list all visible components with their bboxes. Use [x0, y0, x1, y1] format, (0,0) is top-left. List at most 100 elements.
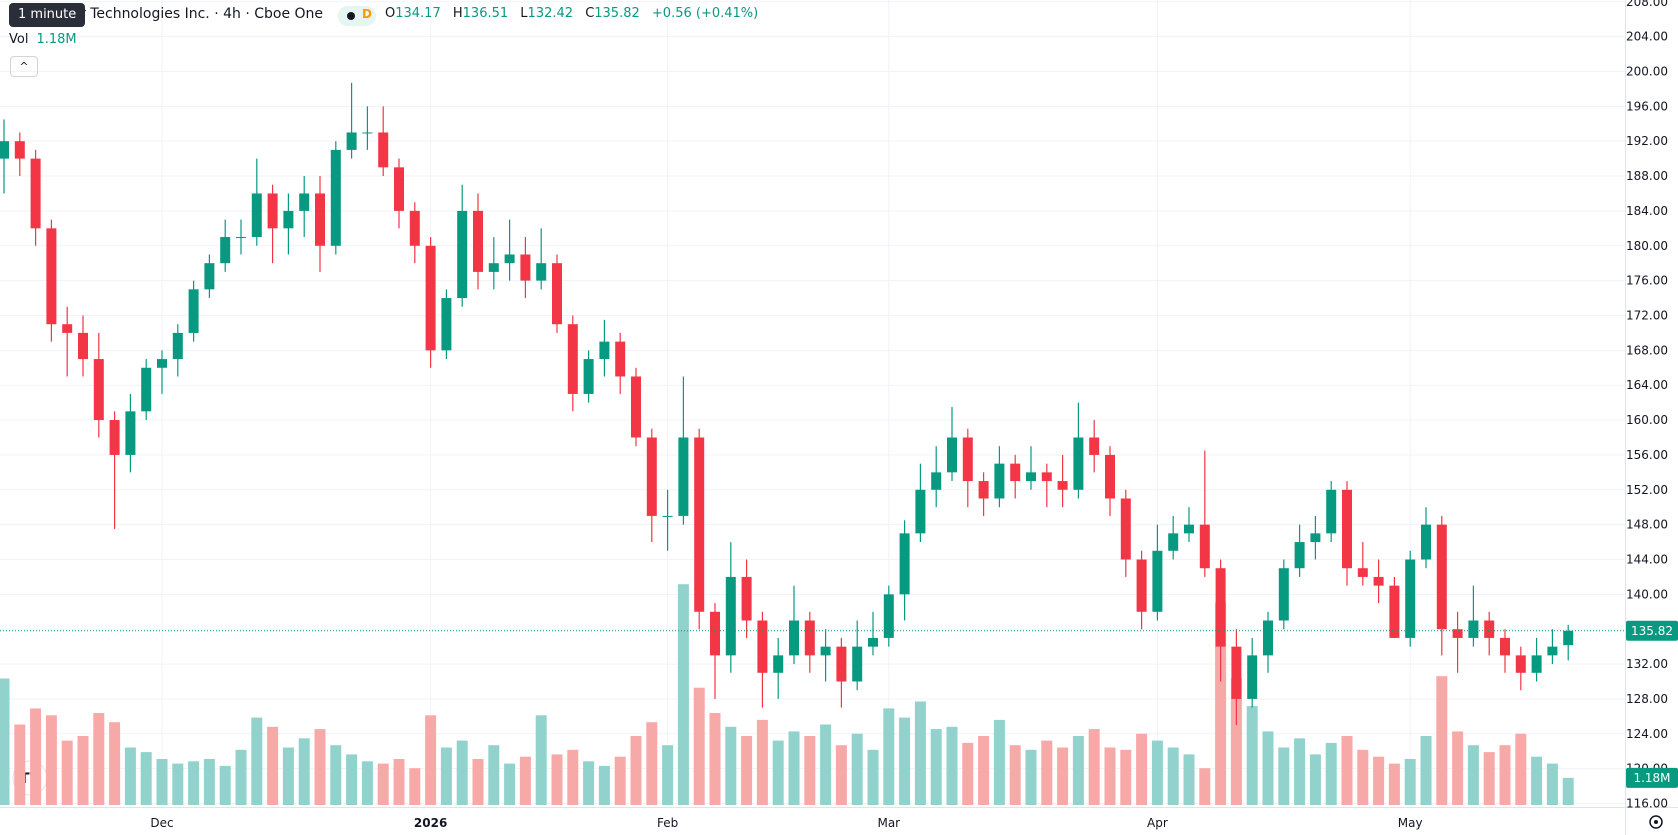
candle-body	[1484, 620, 1495, 638]
volume-bar	[614, 756, 626, 805]
candle-body	[1010, 463, 1021, 482]
candle-body	[520, 254, 531, 281]
volume-bar	[1120, 749, 1132, 805]
y-tick-label: 180.00	[1626, 239, 1668, 253]
volume-bar	[93, 713, 105, 805]
change: +0.56 (+0.41%)	[651, 6, 759, 21]
volume-bar	[377, 763, 389, 805]
status-badge[interactable]: D	[338, 6, 376, 26]
volume-bar	[219, 765, 231, 805]
volume-bar	[914, 701, 926, 805]
volume-bar	[172, 763, 184, 805]
candle-body	[172, 332, 183, 360]
volume-bar	[709, 713, 721, 805]
y-tick-label: 156.00	[1626, 448, 1668, 462]
volume-bar	[1294, 738, 1306, 805]
volume-bar	[188, 761, 200, 805]
volume-bar	[1499, 745, 1511, 805]
candle-body	[1310, 533, 1321, 543]
volume-bar	[361, 761, 373, 805]
candle-body	[330, 149, 341, 246]
candle-body	[93, 359, 104, 421]
volume-bar	[1151, 740, 1163, 805]
y-tick-label: 192.00	[1626, 134, 1668, 148]
volume-bar	[472, 759, 484, 805]
settings-icon[interactable]	[1649, 815, 1663, 829]
candle-body	[552, 263, 562, 325]
ohlc-value: 134.17	[395, 6, 441, 21]
candle-body	[931, 472, 942, 490]
candle-body	[789, 620, 799, 656]
candle-body	[1373, 576, 1384, 586]
x-tick-label: Mar	[877, 816, 900, 830]
candle-body	[378, 132, 389, 168]
volume-bar	[1167, 747, 1179, 805]
volume-bar	[1546, 763, 1558, 805]
candle-body	[157, 359, 167, 368]
volume-bar	[77, 736, 89, 805]
candle-body	[1247, 655, 1258, 699]
volume-bar	[962, 742, 974, 805]
candle-body	[1199, 524, 1210, 569]
candle-body	[394, 167, 404, 211]
candle-body	[915, 489, 926, 534]
last-price-box	[1626, 620, 1678, 641]
candle-body	[1263, 620, 1273, 656]
volume-bar	[504, 763, 516, 805]
candle-body	[1120, 498, 1131, 560]
collapse-button[interactable]: ^	[10, 56, 38, 77]
volume-pane	[0, 584, 1574, 805]
volume-bar	[1104, 747, 1116, 805]
volume-bar	[851, 733, 863, 805]
volume-bar	[1262, 731, 1274, 805]
candle-body	[536, 263, 547, 281]
candle-body	[251, 193, 262, 238]
candle-body	[804, 620, 815, 656]
candle-body	[725, 576, 736, 656]
volume-bar	[1515, 733, 1527, 805]
y-tick-label: 188.00	[1626, 169, 1668, 183]
volume-bar	[124, 747, 136, 805]
volume-legend: Vol 1.18M	[9, 32, 77, 47]
y-tick-label: 116.00	[1626, 797, 1668, 811]
candle-body	[315, 193, 325, 246]
y-tick-label: 184.00	[1626, 204, 1668, 218]
volume-bar	[409, 768, 421, 805]
candle-body	[599, 341, 610, 360]
candle-body	[1136, 559, 1147, 612]
symbol-title[interactable]: r Technologies Inc. · 4h · Cboe One	[80, 6, 324, 22]
candle-body	[710, 611, 720, 656]
volume-bar	[820, 724, 832, 805]
volume-bar	[1452, 731, 1464, 805]
ohlc-value: 136.51	[462, 6, 509, 21]
candle-body	[1026, 472, 1036, 482]
axes: 116.00120.00124.00128.00132.00136.00140.…	[150, 0, 1678, 830]
volume-bar	[0, 678, 10, 805]
candle-body	[1389, 585, 1400, 638]
volume-bar	[30, 708, 42, 805]
y-tick-label: 160.00	[1626, 413, 1668, 427]
volume-bar	[45, 715, 57, 805]
candle-body	[1278, 568, 1289, 621]
volume-bar	[662, 745, 674, 805]
volume-bar	[978, 736, 990, 805]
candle-body	[409, 210, 420, 246]
volume-bar	[756, 719, 768, 805]
candle-body	[1089, 437, 1100, 455]
candle-body	[615, 341, 626, 377]
volume-bar	[251, 717, 263, 805]
candle-body	[994, 463, 1005, 499]
candle-body	[757, 620, 768, 673]
volume-bar	[725, 726, 737, 805]
volume-bar	[1420, 736, 1432, 805]
volume-bar	[583, 761, 595, 805]
candle-body	[30, 158, 41, 229]
y-tick-label: 172.00	[1626, 308, 1668, 322]
x-tick-label: 2026	[414, 816, 447, 830]
ohlc-prefix: O	[385, 6, 396, 21]
volume-bar	[1215, 602, 1227, 805]
candle-body	[1563, 630, 1574, 646]
candle-body	[141, 367, 152, 412]
